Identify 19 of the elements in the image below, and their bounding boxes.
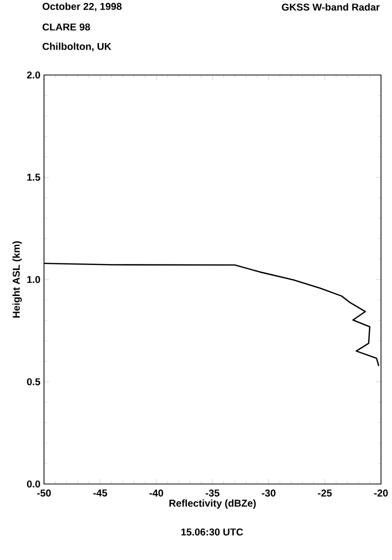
- x-tick-label: -50: [37, 490, 51, 497]
- y-tick-label: 1.0: [27, 276, 40, 284]
- x-tick-label: -25: [318, 490, 332, 497]
- y-tick-label: 2.0: [26, 71, 40, 79]
- x-tick-label: -45: [93, 490, 108, 496]
- text: GKSS W-band Radar: [282, 3, 380, 11]
- x-tick-label: -40: [150, 490, 164, 497]
- x-tick-label: -35: [206, 490, 220, 497]
- y-axis-title: Height ASL (km): [12, 241, 22, 318]
- text: October 22, 1998: [42, 2, 122, 12]
- x-tick-label: -20: [374, 490, 388, 497]
- y-tick-label: 1.5: [27, 174, 40, 181]
- text: 15.06:30 UTC: [181, 528, 243, 536]
- x-axis-title: Reflectivity (dBZe): [169, 499, 256, 509]
- y-tick-label: 0.5: [27, 378, 40, 386]
- x-tick-label: -30: [262, 490, 276, 497]
- text: CLARE 98: [42, 23, 90, 31]
- text: Chilbolton, UK: [42, 42, 112, 52]
- y-tick-label: 0.0: [27, 480, 40, 488]
